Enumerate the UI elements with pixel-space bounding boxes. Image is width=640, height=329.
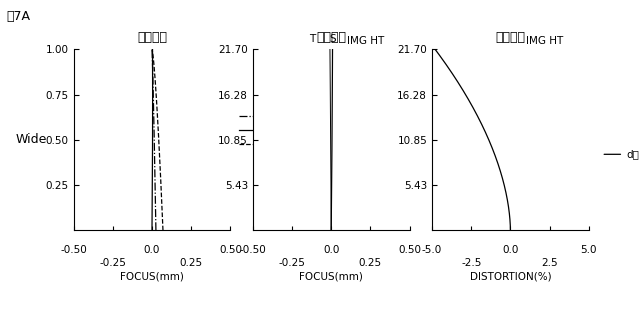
Text: 0.0: 0.0 <box>144 245 160 255</box>
Title: 歪曲収差: 歪曲収差 <box>495 31 525 44</box>
Text: FOCUS(mm): FOCUS(mm) <box>120 271 184 281</box>
Text: FOCUS(mm): FOCUS(mm) <box>300 271 363 281</box>
Text: 0.25: 0.25 <box>180 258 203 267</box>
Text: 0.25: 0.25 <box>359 258 382 267</box>
Title: 球面収差: 球面収差 <box>137 31 167 44</box>
Text: 0.0: 0.0 <box>502 245 518 255</box>
Text: -5.0: -5.0 <box>422 245 442 255</box>
Text: 図7A: 図7A <box>6 10 31 23</box>
Text: -0.25: -0.25 <box>99 258 126 267</box>
Text: 0.50: 0.50 <box>398 245 421 255</box>
Text: Wide: Wide <box>16 133 47 146</box>
Text: -2.5: -2.5 <box>461 258 481 267</box>
Legend: C線, d線, g線: C線, d線, g線 <box>239 112 280 150</box>
Text: d線: d線 <box>627 149 639 159</box>
Text: IMG HT: IMG HT <box>347 36 385 46</box>
Text: T: T <box>309 34 316 44</box>
Text: S: S <box>330 34 336 44</box>
Text: IMG HT: IMG HT <box>526 36 564 46</box>
Text: -0.50: -0.50 <box>60 245 87 255</box>
Text: -0.50: -0.50 <box>239 245 266 255</box>
Text: 0.0: 0.0 <box>323 245 339 255</box>
Text: 2.5: 2.5 <box>541 258 558 267</box>
Text: DISTORTION(%): DISTORTION(%) <box>470 271 551 281</box>
Text: 0.50: 0.50 <box>219 245 242 255</box>
Title: 非点収差: 非点収差 <box>316 31 346 44</box>
Text: 5.0: 5.0 <box>580 245 597 255</box>
Text: -0.25: -0.25 <box>278 258 305 267</box>
